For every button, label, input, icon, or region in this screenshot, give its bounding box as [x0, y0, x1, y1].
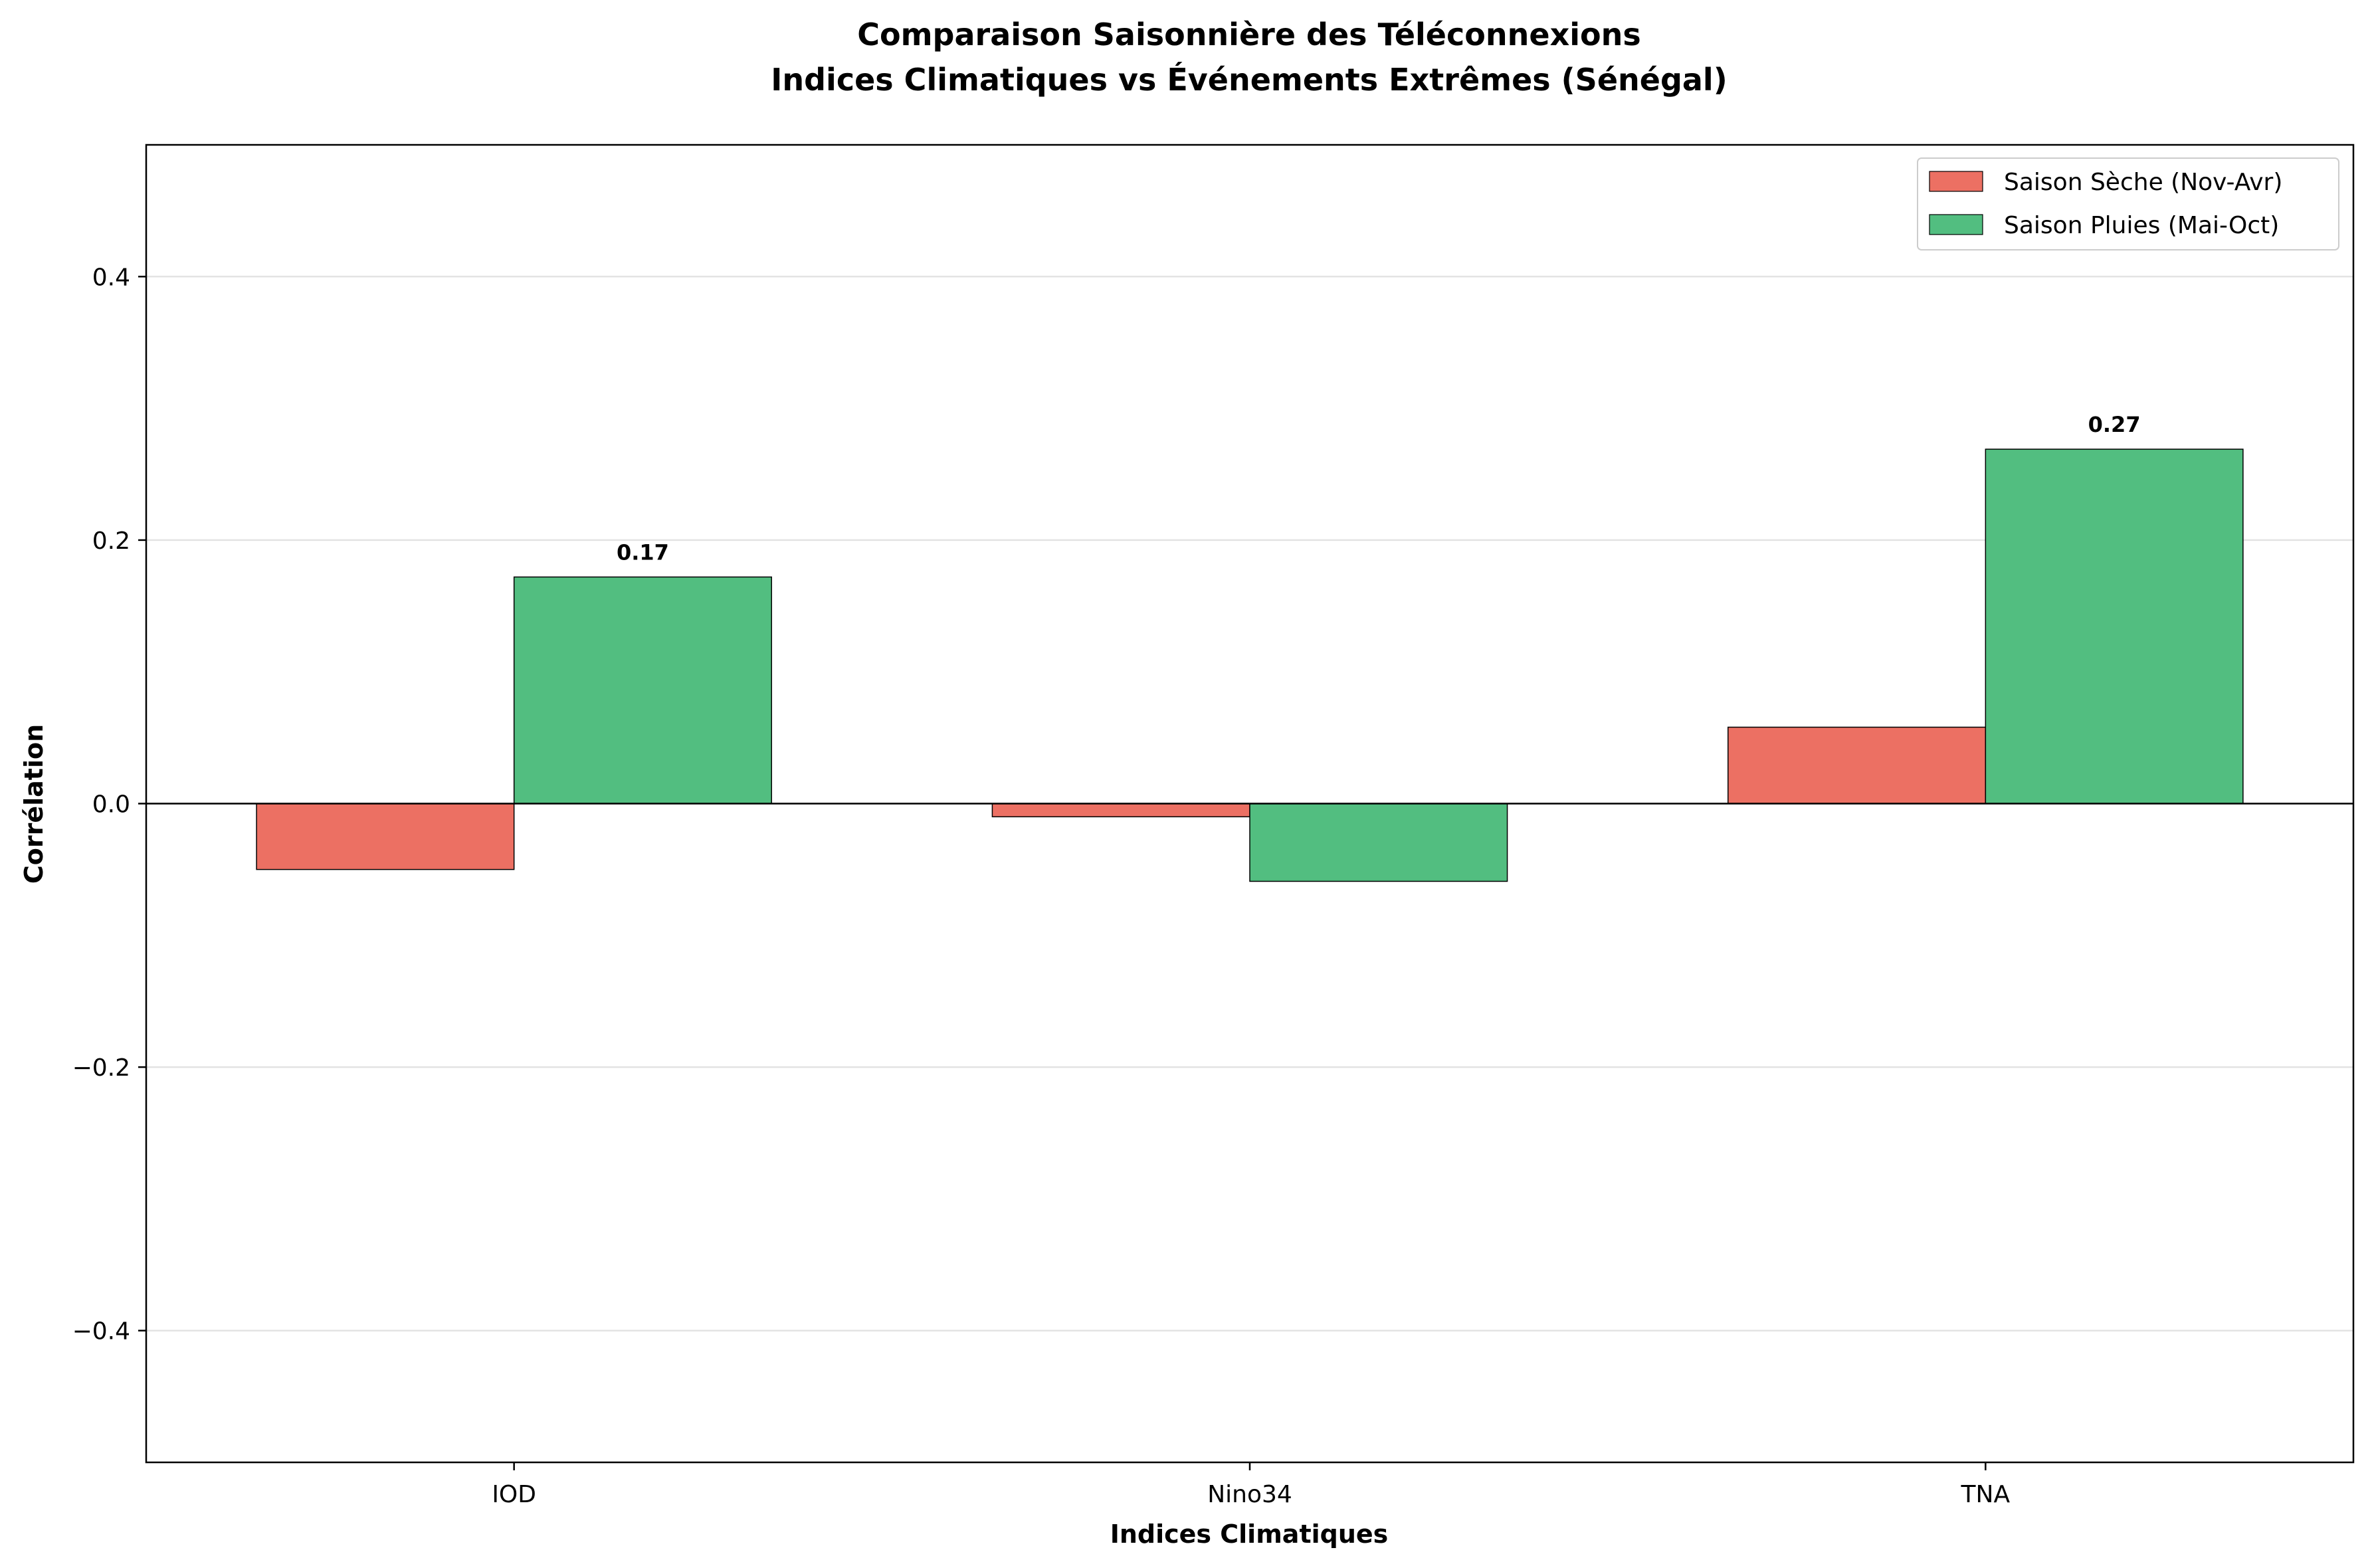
- legend-swatch-rainy-season: [1929, 214, 1983, 235]
- bar-dry-tna: [1728, 726, 1987, 805]
- chart-title: Comparaison Saisonnière des Téléconnexio…: [857, 17, 1640, 52]
- legend-swatch-dry-season: [1929, 171, 1983, 192]
- legend-label-rainy-season: Saison Pluies (Mai-Oct): [2004, 212, 2279, 239]
- y-tick-label: 0.2: [92, 528, 130, 555]
- x-tick-label-nino34: Nino34: [1207, 1481, 1292, 1508]
- data-label-tna: 0.27: [2088, 412, 2141, 437]
- y-tick-label: −0.2: [72, 1054, 130, 1082]
- chart-subtitle: Indices Climatiques vs Événements Extrêm…: [771, 62, 1727, 98]
- y-tick-label: 0.0: [92, 791, 130, 819]
- bar-rainy-nino34: [1249, 803, 1508, 882]
- y-axis-label: Corrélation: [19, 724, 49, 884]
- legend-label-dry-season: Saison Sèche (Nov-Avr): [2004, 169, 2282, 196]
- bar-dry-iod: [256, 803, 515, 870]
- x-tick-label-tna: TNA: [1961, 1481, 2011, 1508]
- data-label-iod: 0.17: [617, 539, 669, 565]
- bar-rainy-iod: [513, 576, 772, 805]
- x-axis-label: Indices Climatiques: [1110, 1519, 1389, 1549]
- legend-box: [1917, 157, 2339, 250]
- bar-rainy-tna: [1985, 448, 2244, 805]
- data-labels: 0.17 0.27: [617, 412, 2141, 565]
- x-tick-label-iod: IOD: [492, 1481, 536, 1508]
- legend: Saison Sèche (Nov-Avr) Saison Pluies (Ma…: [1917, 157, 2339, 250]
- bar-dry-nino34: [991, 803, 1250, 818]
- bars: [256, 448, 2244, 882]
- y-tick-label: −0.4: [72, 1318, 130, 1345]
- y-axis-ticks: −0.4 −0.2 0.0 0.2 0.4: [72, 264, 146, 1345]
- y-tick-label: 0.4: [92, 264, 130, 291]
- x-axis-ticks: IOD Nino34 TNA: [492, 1462, 2010, 1508]
